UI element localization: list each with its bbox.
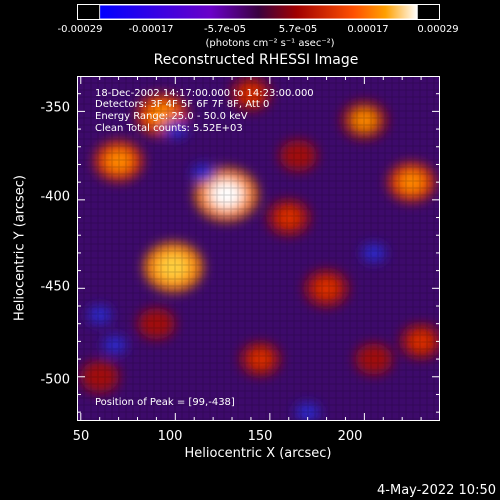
colorbar-tick-label: -0.00029 <box>57 24 103 35</box>
annotation-energy-range: Energy Range: 25.0 - 50.0 keV <box>95 111 248 122</box>
timestamp: 4-May-2022 10:50 <box>377 483 496 498</box>
annotation-peak-position: Position of Peak = [99,-438] <box>95 397 235 408</box>
x-tick-label: 50 <box>72 429 90 444</box>
colorbar-tick-label: 5.7e-05 <box>278 24 318 35</box>
colorbar-tick-label: 0.00017 <box>347 24 389 35</box>
x-tick-label: 200 <box>337 429 363 444</box>
y-axis-title: Heliocentric Y (arcsec) <box>12 175 28 321</box>
annotation-total-counts: Clean Total counts: 5.52E+03 <box>95 123 243 134</box>
colorbar-tick-label: -5.7e-05 <box>204 24 246 35</box>
colorbar <box>77 4 440 20</box>
heatmap-plot <box>77 76 440 421</box>
y-tick-label: -350 <box>40 100 70 116</box>
plot-frame <box>77 76 440 421</box>
y-tick-label: -500 <box>40 372 70 388</box>
x-tick-label: 150 <box>247 429 273 444</box>
annotation-time-range: 18-Dec-2002 14:17:00.000 to 14:23:00.000 <box>95 88 314 99</box>
y-tick-label: -400 <box>40 189 70 205</box>
annotation-detectors: Detectors: 3F 4F 5F 6F 7F 8F, Att 0 <box>95 99 270 110</box>
colorbar-tick-label: 0.00029 <box>417 24 459 35</box>
x-tick-label: 100 <box>157 429 183 444</box>
colorbar-tick-label: -0.00017 <box>128 24 174 35</box>
y-tick-label: -450 <box>40 279 70 295</box>
chart-title: Reconstructed RHESSI Image <box>153 52 359 68</box>
colorbar-unit-label: (photons cm⁻² s⁻¹ asec⁻²) <box>205 38 335 49</box>
x-axis-title: Heliocentric X (arcsec) <box>184 446 332 461</box>
